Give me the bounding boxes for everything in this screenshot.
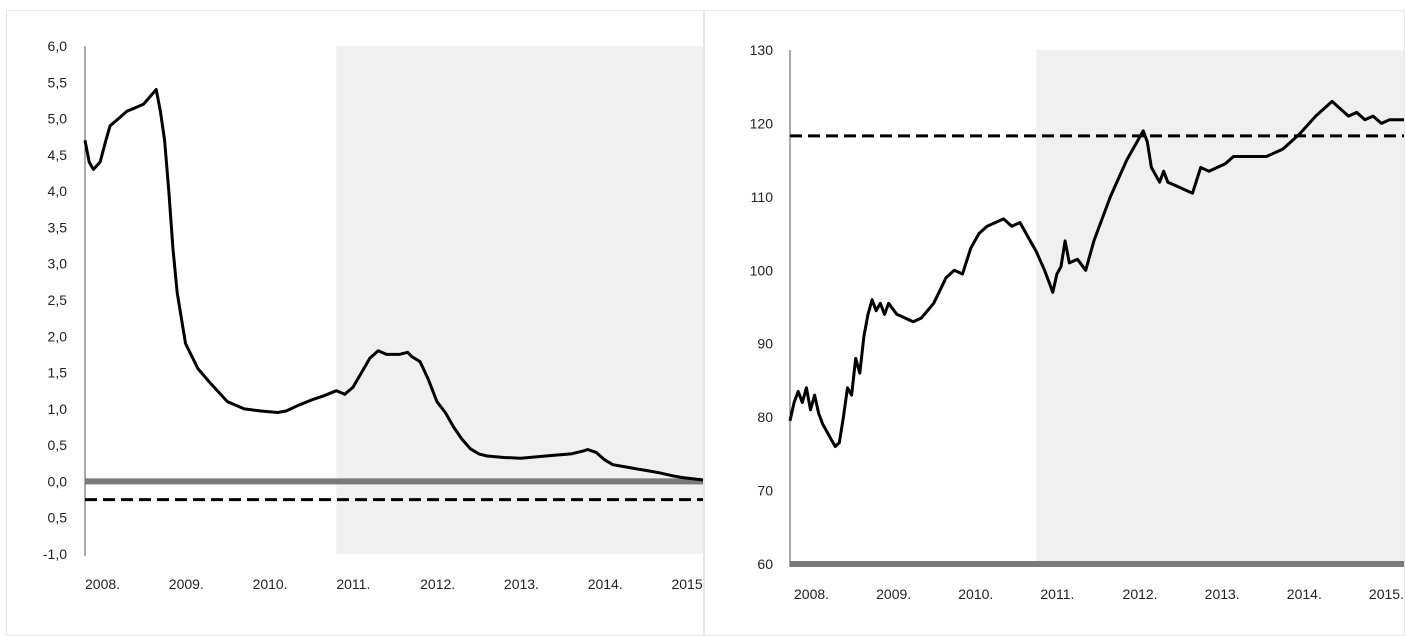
left-x-tick-label: 2014. [588,576,623,592]
left-y-tick-label: 1,5 [48,365,68,381]
left-y-tick-label: 0,5 [48,510,68,526]
right-x-tick-label: 2008. [794,586,829,602]
right-chart-panel: 130 120 110 100 90 80 70 60 2008. 2009. 2010. 2011.… [704,10,1405,636]
left-y-tick-label: 0,0 [48,473,68,489]
left-y-tick-label: 0,5 [48,437,68,453]
right-x-tick-label: 2013. [1205,586,1240,602]
right-chart: 130 120 110 100 90 80 70 60 2008. 2009. 2010. 2011.… [750,42,1404,602]
right-y-tick-label: 110 [751,189,774,205]
right-x-tick-label: 2015. [1369,586,1404,602]
right-series-line [788,99,1404,448]
right-shaded-region [1036,50,1404,564]
left-y-tick-label: 3,0 [48,256,68,272]
left-y-tick-label: 5,5 [48,74,68,90]
left-y-tick-label: 2,0 [48,328,68,344]
left-shaded-region [336,46,703,554]
right-x-tick-label: 2011. [1040,586,1074,602]
right-y-tick-label: 70 [757,483,773,499]
right-x-tick-label: 2010. [958,586,993,602]
right-x-tick-label: 2014. [1287,586,1322,602]
left-series-line [83,88,703,482]
left-x-tick-label: 2011. [336,576,370,592]
left-y-tick-label: 2,5 [48,292,68,308]
left-x-tick-label: 2010. [253,576,288,592]
left-x-tick-label: 2015. [671,576,704,592]
left-y-tick-label: 1,0 [48,401,68,417]
right-y-tick-label: 120 [750,115,774,131]
left-y-tick-label: -1,0 [43,546,67,562]
right-x-tick-label: 2012. [1123,586,1158,602]
left-y-tick-label: 4,5 [48,147,68,163]
left-x-tick-label: 2008. [85,576,120,592]
left-chart: 6,0 5,5 5,0 4,5 4,0 3,5 3,0 2,5 2,0 1,5 1,0 0,5 0,0 0… [43,38,704,592]
left-y-tick-label: 5,0 [48,111,68,127]
right-x-tick-label: 2009. [876,586,911,602]
right-y-tick-label: 130 [750,42,774,58]
left-y-tick-label: 4,0 [48,183,68,199]
left-x-tick-label: 2009. [169,576,204,592]
left-x-tick-label: 2013. [504,576,539,592]
left-chart-panel: 6,0 5,5 5,0 4,5 4,0 3,5 3,0 2,5 2,0 1,5 1,0 0,5 0,0 0… [6,10,704,636]
right-y-tick-label: 90 [757,336,773,352]
left-x-tick-label: 2012. [420,576,455,592]
right-y-tick-label: 80 [757,409,773,425]
left-y-tick-label: 6,0 [48,38,68,54]
left-y-tick-label: 3,5 [48,219,68,235]
right-y-tick-label: 60 [757,556,773,572]
right-y-tick-label: 100 [750,262,774,278]
